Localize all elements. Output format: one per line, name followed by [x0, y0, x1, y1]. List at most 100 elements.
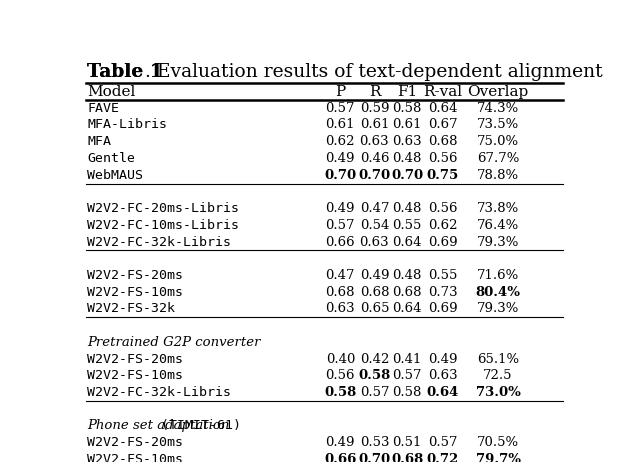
Text: 79.3%: 79.3% — [477, 236, 519, 249]
Text: Phone set adaptation: Phone set adaptation — [87, 419, 230, 432]
Text: 0.72: 0.72 — [426, 453, 458, 462]
Text: 0.56: 0.56 — [325, 369, 355, 382]
Text: W2V2-FS-32k: W2V2-FS-32k — [87, 303, 175, 316]
Text: 0.73: 0.73 — [428, 286, 457, 299]
Text: 74.3%: 74.3% — [477, 102, 519, 115]
Text: 0.63: 0.63 — [325, 303, 355, 316]
Text: 73.5%: 73.5% — [477, 118, 519, 132]
Text: 0.68: 0.68 — [325, 286, 355, 299]
Text: 79.7%: 79.7% — [475, 453, 521, 462]
Text: Overlap: Overlap — [467, 85, 529, 99]
Text: 0.70: 0.70 — [359, 453, 391, 462]
Text: 0.62: 0.62 — [325, 135, 355, 148]
Text: 0.58: 0.58 — [392, 102, 422, 115]
Text: 0.58: 0.58 — [392, 386, 422, 399]
Text: WebMAUS: WebMAUS — [87, 169, 143, 182]
Text: 0.70: 0.70 — [324, 169, 357, 182]
Text: 0.68: 0.68 — [392, 286, 422, 299]
Text: 0.70: 0.70 — [359, 169, 391, 182]
Text: 75.0%: 75.0% — [477, 135, 519, 148]
Text: 0.54: 0.54 — [360, 219, 389, 232]
Text: FAVE: FAVE — [87, 102, 119, 115]
Text: W2V2-FS-10ms: W2V2-FS-10ms — [87, 369, 183, 382]
Text: 0.41: 0.41 — [392, 353, 422, 365]
Text: 65.1%: 65.1% — [477, 353, 519, 365]
Text: 0.64: 0.64 — [392, 303, 422, 316]
Text: Gentle: Gentle — [87, 152, 135, 165]
Text: 0.48: 0.48 — [392, 152, 422, 165]
Text: 0.47: 0.47 — [325, 269, 355, 282]
Text: 0.53: 0.53 — [360, 436, 389, 449]
Text: 71.6%: 71.6% — [477, 269, 519, 282]
Text: 0.49: 0.49 — [325, 436, 355, 449]
Text: 78.8%: 78.8% — [477, 169, 519, 182]
Text: . Evaluation results of text-dependent alignment: . Evaluation results of text-dependent a… — [144, 63, 602, 81]
Text: 0.40: 0.40 — [326, 353, 355, 365]
Text: 0.42: 0.42 — [360, 353, 389, 365]
Text: 0.61: 0.61 — [360, 118, 389, 132]
Text: 0.68: 0.68 — [360, 286, 389, 299]
Text: R-val: R-val — [423, 85, 462, 99]
Text: W2V2-FC-32k-Libris: W2V2-FC-32k-Libris — [87, 236, 231, 249]
Text: 0.47: 0.47 — [360, 202, 389, 215]
Text: 0.68: 0.68 — [391, 453, 423, 462]
Text: 80.4%: 80.4% — [475, 286, 521, 299]
Text: Table 1: Table 1 — [87, 63, 163, 81]
Text: 0.55: 0.55 — [428, 269, 457, 282]
Text: W2V2-FS-20ms: W2V2-FS-20ms — [87, 269, 183, 282]
Text: 0.58: 0.58 — [359, 369, 391, 382]
Text: (TIMIT-61): (TIMIT-61) — [153, 419, 241, 432]
Text: 0.64: 0.64 — [426, 386, 458, 399]
Text: 0.64: 0.64 — [428, 102, 457, 115]
Text: 0.65: 0.65 — [360, 303, 389, 316]
Text: 0.56: 0.56 — [428, 152, 457, 165]
Text: 0.55: 0.55 — [392, 219, 422, 232]
Text: 0.46: 0.46 — [360, 152, 389, 165]
Text: Table 1. Evaluation results of text-dependent alignment: Table 1. Evaluation results of text-depe… — [87, 63, 614, 81]
Text: W2V2-FS-20ms: W2V2-FS-20ms — [87, 353, 183, 365]
Text: MFA-Libris: MFA-Libris — [87, 118, 167, 132]
Text: W2V2-FS-10ms: W2V2-FS-10ms — [87, 453, 183, 462]
Text: 67.7%: 67.7% — [477, 152, 519, 165]
Text: 0.63: 0.63 — [428, 369, 457, 382]
Text: 0.66: 0.66 — [325, 236, 355, 249]
Text: W2V2-FC-10ms-Libris: W2V2-FC-10ms-Libris — [87, 219, 239, 232]
Text: 0.56: 0.56 — [428, 202, 457, 215]
Text: R: R — [369, 85, 380, 99]
Text: 0.70: 0.70 — [391, 169, 423, 182]
Text: Pretrained G2P converter: Pretrained G2P converter — [87, 336, 261, 349]
Text: W2V2-FS-20ms: W2V2-FS-20ms — [87, 436, 183, 449]
Text: 0.57: 0.57 — [325, 219, 355, 232]
Text: 0.51: 0.51 — [392, 436, 422, 449]
Text: 0.61: 0.61 — [392, 118, 422, 132]
Text: 0.63: 0.63 — [360, 236, 389, 249]
Text: 0.69: 0.69 — [428, 303, 457, 316]
Text: 0.49: 0.49 — [325, 152, 355, 165]
Text: 0.57: 0.57 — [325, 102, 355, 115]
Text: 0.66: 0.66 — [324, 453, 357, 462]
Text: MFA: MFA — [87, 135, 111, 148]
Text: 0.69: 0.69 — [428, 236, 457, 249]
Text: 0.64: 0.64 — [392, 236, 422, 249]
Text: 0.57: 0.57 — [392, 369, 422, 382]
Text: 70.5%: 70.5% — [477, 436, 519, 449]
Text: 0.68: 0.68 — [428, 135, 457, 148]
Text: 0.49: 0.49 — [428, 353, 457, 365]
Text: 0.49: 0.49 — [325, 202, 355, 215]
Text: 0.57: 0.57 — [360, 386, 389, 399]
Text: 76.4%: 76.4% — [477, 219, 519, 232]
Text: 79.3%: 79.3% — [477, 303, 519, 316]
Text: 73.8%: 73.8% — [477, 202, 519, 215]
Text: 0.48: 0.48 — [392, 269, 422, 282]
Text: 0.61: 0.61 — [325, 118, 355, 132]
Text: Table 1: Table 1 — [87, 63, 163, 81]
Text: W2V2-FC-20ms-Libris: W2V2-FC-20ms-Libris — [87, 202, 239, 215]
Text: 72.5: 72.5 — [484, 369, 513, 382]
Text: F1: F1 — [397, 85, 417, 99]
Text: W2V2-FS-10ms: W2V2-FS-10ms — [87, 286, 183, 299]
Text: 0.58: 0.58 — [324, 386, 357, 399]
Text: 0.67: 0.67 — [428, 118, 457, 132]
Text: 0.63: 0.63 — [360, 135, 389, 148]
Text: Model: Model — [87, 85, 136, 99]
Text: 0.59: 0.59 — [360, 102, 389, 115]
